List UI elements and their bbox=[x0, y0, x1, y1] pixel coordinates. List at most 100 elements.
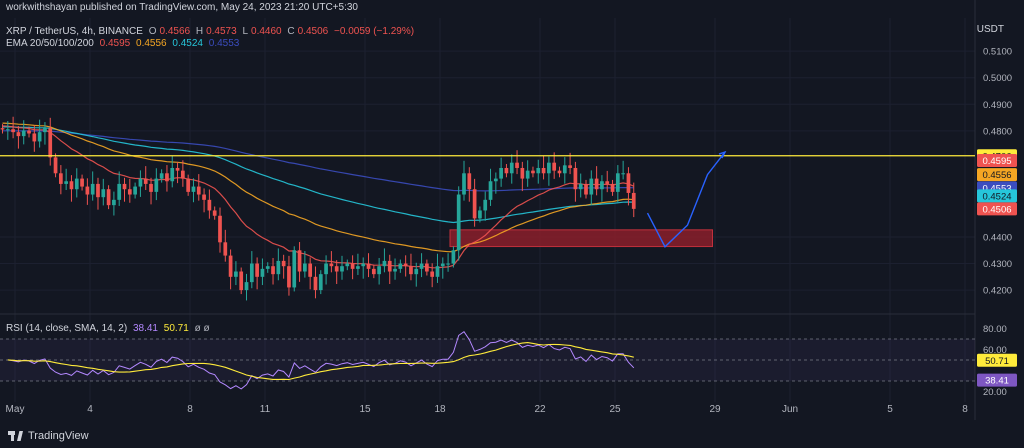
candle-body bbox=[271, 266, 275, 275]
candle-body bbox=[414, 268, 419, 275]
candle-body bbox=[228, 255, 233, 277]
candle-body bbox=[440, 263, 445, 267]
candle-body bbox=[584, 183, 588, 195]
low-value: 0.4460 bbox=[251, 26, 282, 37]
time-axis[interactable]: May 4 8 11 15 18 22 25 29 Jun 5 8 bbox=[6, 404, 969, 415]
candle-body bbox=[244, 282, 249, 291]
ema-label[interactable]: EMA 20/50/100/200 bbox=[6, 38, 94, 49]
rsi-value: 38.41 bbox=[132, 323, 158, 334]
candle-body bbox=[143, 178, 148, 184]
candle-body bbox=[37, 132, 42, 142]
candle-body bbox=[297, 250, 302, 272]
candle-body bbox=[377, 266, 381, 275]
candle-body bbox=[212, 210, 217, 216]
open-label: O bbox=[148, 26, 157, 37]
high-value: 0.4573 bbox=[206, 26, 237, 37]
close-value: 0.4506 bbox=[297, 26, 329, 37]
candle-body bbox=[541, 167, 546, 174]
candle-body bbox=[255, 263, 259, 277]
candle-body bbox=[170, 167, 175, 182]
demand-zone-rect bbox=[449, 229, 713, 248]
candle-body bbox=[80, 178, 84, 187]
candle-body bbox=[435, 266, 440, 277]
y-tick-label: 0.4900 bbox=[983, 100, 1012, 111]
price-axis[interactable]: 0.5100 0.5000 0.4900 0.4800 0.4400 0.4300 0.42… bbox=[983, 47, 1012, 398]
candle-body bbox=[154, 178, 159, 192]
rsi-tag-text: 38.41 bbox=[985, 376, 1009, 387]
candle-body bbox=[340, 266, 344, 272]
ema50-value: 0.4556 bbox=[136, 38, 167, 49]
candle-body bbox=[350, 263, 355, 269]
candle-body bbox=[356, 266, 360, 269]
candle-body bbox=[202, 194, 206, 200]
price-tag-bg bbox=[977, 154, 1017, 168]
candle-body bbox=[223, 242, 228, 256]
candle-body bbox=[276, 260, 281, 275]
candle-body bbox=[594, 178, 599, 190]
price-tag: 0.4556 bbox=[977, 168, 1017, 182]
candle-body bbox=[324, 263, 328, 275]
candle-body bbox=[165, 173, 169, 182]
candle-body bbox=[493, 178, 498, 182]
rsi-sma-tag: 50.71 bbox=[977, 353, 1017, 367]
candle-body bbox=[525, 170, 530, 179]
candle-body bbox=[207, 199, 212, 211]
candle-body bbox=[32, 133, 37, 142]
candle-body bbox=[11, 129, 15, 133]
publisher-line: workwithshayan published on TradingView.… bbox=[6, 2, 358, 13]
rsi-extra: ø ø bbox=[194, 323, 210, 334]
candle-body bbox=[43, 128, 47, 133]
price-tag-text: 0.4553 bbox=[982, 183, 1011, 194]
candle-body bbox=[403, 263, 408, 267]
candle-body bbox=[409, 266, 413, 275]
candle-body bbox=[610, 183, 615, 192]
candle-body bbox=[53, 157, 58, 174]
candle-body bbox=[5, 129, 10, 131]
symbol-name[interactable]: XRP / TetherUS, 4h, BINANCE bbox=[6, 26, 143, 37]
candle-body bbox=[186, 178, 191, 192]
x-tick-label: 25 bbox=[609, 404, 621, 415]
candle-body bbox=[600, 181, 604, 190]
candle-body bbox=[552, 162, 557, 171]
x-tick-label: 29 bbox=[709, 404, 721, 415]
candle-body bbox=[382, 260, 387, 267]
ema200-line bbox=[2, 130, 634, 192]
candle-body bbox=[361, 263, 366, 267]
candle-body bbox=[175, 167, 180, 171]
candle-body bbox=[488, 181, 493, 200]
candle-body bbox=[0, 128, 5, 130]
candle-body bbox=[467, 173, 472, 190]
rsi-y-tick-label: 60.00 bbox=[983, 345, 1007, 356]
x-tick-label: 18 bbox=[434, 404, 446, 415]
candle-body bbox=[64, 181, 69, 184]
price-labels: 0.47060.45950.45560.45530.45240.450650.7… bbox=[977, 149, 1017, 387]
price-tag-bg bbox=[977, 168, 1017, 182]
candle-body bbox=[138, 178, 143, 187]
rsi-line bbox=[7, 330, 635, 390]
price-tag: 0.4595 bbox=[977, 154, 1017, 168]
candles[interactable] bbox=[0, 116, 636, 301]
tradingview-brand[interactable]: TradingView bbox=[8, 430, 89, 442]
candle-body bbox=[16, 132, 21, 137]
candle-body bbox=[478, 210, 482, 219]
candle-body bbox=[112, 199, 116, 206]
brand-name: TradingView bbox=[28, 430, 89, 442]
candle-body bbox=[371, 268, 376, 275]
candle-body bbox=[313, 276, 318, 291]
candle-body bbox=[303, 263, 307, 272]
candle-body bbox=[181, 170, 185, 179]
candle-body bbox=[387, 260, 392, 272]
demand-zone bbox=[449, 229, 713, 248]
candle-body bbox=[605, 181, 610, 184]
candle-body bbox=[260, 268, 265, 277]
y-tick-label: 0.4300 bbox=[983, 259, 1012, 270]
rsi-tag-bg bbox=[977, 373, 1017, 387]
candle-body bbox=[578, 183, 583, 190]
candle-body bbox=[446, 263, 450, 265]
rsi-label[interactable]: RSI (14, close, SMA, 14, 2) bbox=[6, 323, 128, 334]
rsi-y-tick-label: 80.00 bbox=[983, 324, 1007, 335]
rsi-panel[interactable] bbox=[0, 330, 975, 390]
candle-body bbox=[159, 173, 164, 179]
candle-body bbox=[472, 189, 477, 219]
